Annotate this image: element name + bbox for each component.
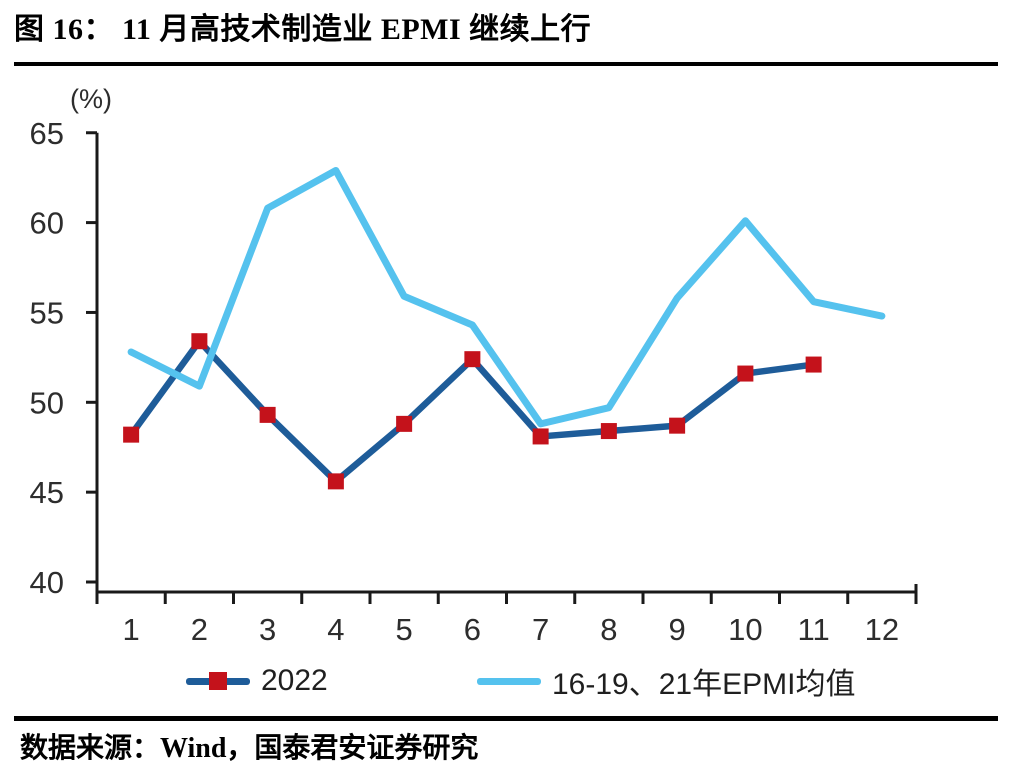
x-tick-label: 3 [259, 612, 276, 647]
title-divider-rule [14, 62, 998, 66]
y-tick-label: 50 [30, 385, 64, 420]
y-axis-unit-label: (%) [70, 84, 112, 114]
y-tick-label: 40 [30, 565, 64, 600]
data-point-marker [464, 351, 481, 368]
figure-title: 图 16： 11 月高技术制造业 EPMI 继续上行 [14, 13, 592, 46]
data-point-marker [737, 365, 754, 382]
legend-item-2022: 2022 [186, 663, 328, 699]
data-point-marker [327, 473, 344, 490]
x-tick-label: 10 [728, 612, 762, 647]
legend-label-mean: 16-19、21年EPMI均值 [552, 668, 856, 701]
legend-label-2022: 2022 [261, 664, 328, 697]
data-point-marker [396, 415, 413, 432]
series-line-mean [127, 166, 886, 428]
legend-square-marker-icon [209, 671, 227, 690]
x-tick-label: 6 [464, 612, 481, 647]
footer-divider-rule [14, 716, 998, 721]
legend-line-sample-mean [477, 677, 541, 685]
x-tick-label: 5 [396, 612, 413, 647]
legend-line-sample-2022 [186, 671, 250, 690]
x-tick-label: 7 [532, 612, 549, 647]
y-tick-label: 65 [30, 116, 64, 151]
x-tick-label: 12 [865, 612, 899, 647]
x-tick-label: 1 [123, 612, 140, 647]
data-point-marker [191, 333, 208, 350]
data-point-marker [600, 423, 617, 440]
x-tick-label: 11 [798, 612, 830, 647]
x-tick-label: 4 [327, 612, 344, 647]
data-point-marker [669, 417, 686, 434]
x-tick-label: 8 [600, 612, 617, 647]
data-point-marker [805, 356, 822, 373]
x-tick-label: 2 [191, 612, 208, 647]
data-point-marker [123, 426, 140, 443]
data-point-marker [532, 428, 549, 445]
data-source-text: 数据来源：Wind，国泰君安证券研究 [20, 733, 479, 764]
y-tick-label: 55 [30, 295, 64, 330]
legend-item-mean: 16-19、21年EPMI均值 [477, 663, 855, 701]
y-tick-label: 45 [30, 475, 64, 510]
x-tick-label: 9 [669, 612, 686, 647]
data-point-marker [259, 406, 276, 423]
y-tick-label: 60 [30, 206, 64, 241]
